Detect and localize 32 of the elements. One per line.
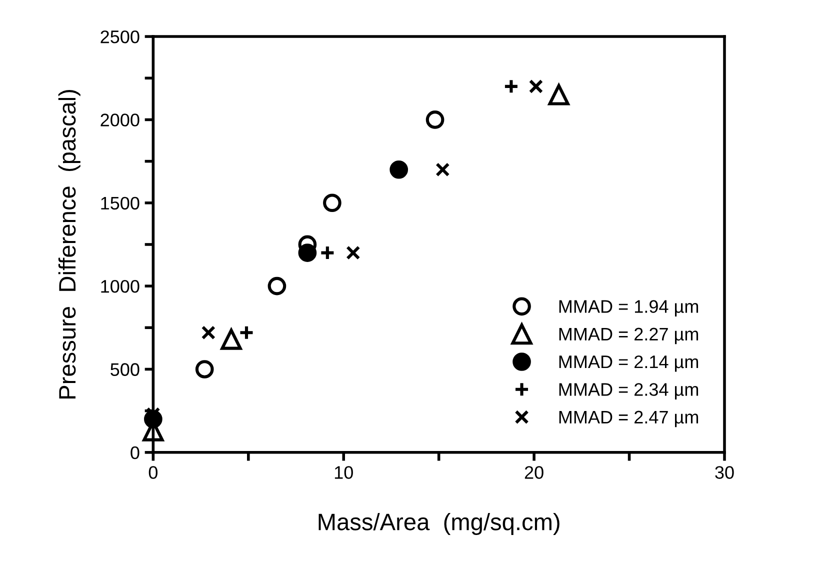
point xyxy=(426,110,444,129)
y-tick-label: 2000 xyxy=(100,114,140,126)
x-tick-label: 0 xyxy=(148,466,158,479)
legend-label: MMAD = 1.94 µm xyxy=(559,300,698,316)
x-tick-label: 30 xyxy=(715,466,734,479)
point xyxy=(220,328,242,350)
point xyxy=(346,246,360,260)
y-tick-label: 1500 xyxy=(101,196,140,210)
legend-label: MMAD = 2.34 µm xyxy=(559,383,698,400)
y-tick-label: 0 xyxy=(130,446,140,460)
point xyxy=(195,360,214,378)
point xyxy=(436,162,450,177)
point xyxy=(323,194,342,212)
point xyxy=(201,326,216,340)
point xyxy=(528,79,544,94)
legend-label: MMAD = 2.14 µm xyxy=(559,355,698,372)
point xyxy=(548,84,570,106)
y-tick-label: 500 xyxy=(110,363,140,376)
point xyxy=(298,244,317,262)
point xyxy=(238,324,254,340)
y-tick-label: 1000 xyxy=(101,280,140,293)
point xyxy=(320,245,336,261)
point xyxy=(503,78,519,94)
point xyxy=(390,160,408,179)
legend-label: MMAD = 2.27 µm xyxy=(559,328,698,344)
y-tick-label: 2500 xyxy=(100,30,140,44)
point xyxy=(268,276,286,296)
x-tick-label: 20 xyxy=(524,466,544,479)
x-tick-label: 10 xyxy=(334,466,353,479)
legend-label: MMAD = 2.47 µm xyxy=(559,410,698,428)
x-axis-title: Mass/Area (mg/sq.cm) xyxy=(318,512,560,535)
y-axis-title: Pressure Difference (pascal) xyxy=(58,90,80,398)
